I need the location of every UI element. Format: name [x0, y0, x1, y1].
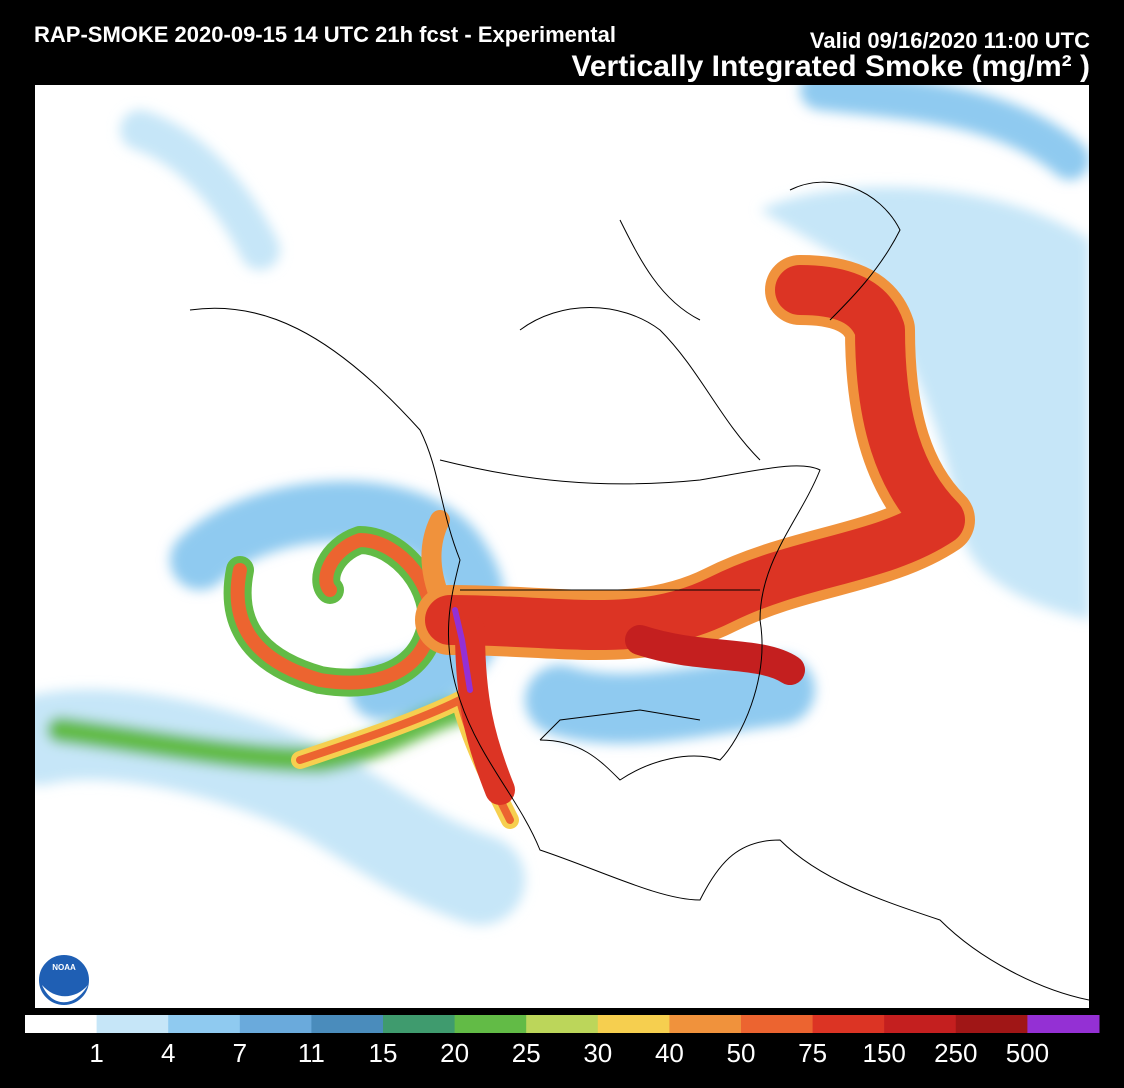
colorbar-label: 25 [512, 1038, 541, 1068]
colorbar-label: 30 [583, 1038, 612, 1068]
colorbar-label: 500 [1006, 1038, 1049, 1068]
logo-text: NOAA [52, 963, 76, 972]
colorbar-swatch [311, 1015, 384, 1033]
colorbar-swatch [25, 1015, 98, 1033]
colorbar-swatch [597, 1015, 670, 1033]
colorbar-swatch [526, 1015, 599, 1033]
colorbar: 1 4 7 11 15 20 25 30 40 50 75 150 250 500 [25, 1015, 1100, 1068]
colorbar-label: 15 [369, 1038, 398, 1068]
product-title: Vertically Integrated Smoke (mg/m² ) [571, 50, 1090, 83]
colorbar-swatch [955, 1015, 1028, 1033]
colorbar-label: 1 [89, 1038, 103, 1068]
valid-time: Valid 09/16/2020 11:00 UTC [809, 28, 1090, 53]
colorbar-swatch [383, 1015, 456, 1033]
colorbar-label: 4 [161, 1038, 175, 1068]
title: RAP-SMOKE 2020-09-15 14 UTC 21h fcst - E… [34, 22, 616, 47]
colorbar-swatch [812, 1015, 885, 1033]
colorbar-swatch [1027, 1015, 1100, 1033]
colorbar-label: 7 [233, 1038, 247, 1068]
smoke-field [35, 85, 1089, 925]
colorbar-label: 50 [727, 1038, 756, 1068]
colorbar-swatch [454, 1015, 527, 1033]
colorbar-swatch [884, 1015, 957, 1033]
colorbar-label: 40 [655, 1038, 684, 1068]
noaa-logo: NOAA [37, 953, 91, 1007]
colorbar-label: 75 [798, 1038, 827, 1068]
colorbar-label: 20 [440, 1038, 469, 1068]
colorbar-label: 150 [863, 1038, 906, 1068]
colorbar-swatch [168, 1015, 241, 1033]
boundaries [189, 181, 1089, 1001]
colorbar-swatch [669, 1015, 742, 1033]
colorbar-swatch [239, 1015, 312, 1033]
colorbar-swatch [96, 1015, 169, 1033]
colorbar-label: 250 [934, 1038, 977, 1068]
colorbar-label: 11 [298, 1038, 325, 1068]
colorbar-swatch [741, 1015, 814, 1033]
